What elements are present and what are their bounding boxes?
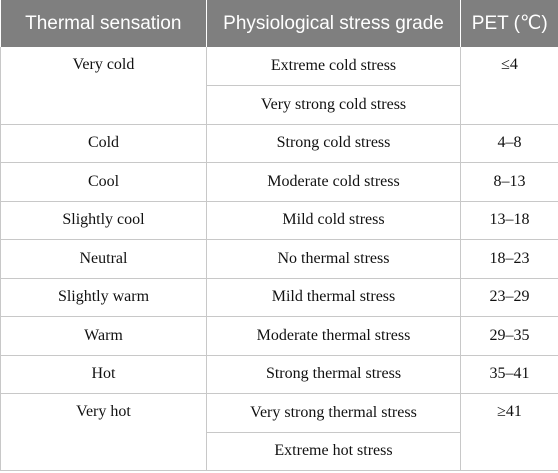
cell-thermal-sensation: Neutral	[0, 239, 207, 279]
table-row: Slightly cool Mild cold stress 13–18	[0, 201, 558, 240]
header-row: Thermal sensation Physiological stress g…	[0, 0, 558, 47]
cell-pet: 8–13	[460, 162, 558, 202]
cell-stress-grade: Extreme hot stress	[206, 432, 461, 471]
cell-stress-grade: Strong cold stress	[206, 124, 461, 163]
cell-thermal-sensation: Hot	[0, 355, 207, 394]
cell-stress-grade: Very strong cold stress	[206, 85, 461, 125]
cell-thermal-sensation: Warm	[0, 316, 207, 356]
cell-stress-grade: Mild thermal stress	[206, 278, 461, 317]
cell-pet: 35–41	[460, 355, 558, 394]
cell-pet: 29–35	[460, 316, 558, 356]
cell-thermal-sensation: Very cold	[0, 47, 207, 125]
cell-thermal-sensation: Slightly warm	[0, 278, 207, 317]
table-row: Slightly warm Mild thermal stress 23–29	[0, 278, 558, 317]
cell-pet: ≥41	[460, 393, 558, 471]
cell-stress-grade: Extreme cold stress	[206, 47, 461, 86]
cell-thermal-sensation: Very hot	[0, 393, 207, 471]
table-body: Very cold Extreme cold stress ≤4 Very stron…	[0, 47, 558, 471]
table-header: Thermal sensation Physiological stress g…	[0, 0, 558, 47]
cell-pet: 4–8	[460, 124, 558, 163]
cell-pet: 18–23	[460, 239, 558, 279]
cell-pet: 23–29	[460, 278, 558, 317]
table-row: Cool Moderate cold stress 8–13	[0, 162, 558, 202]
table-row: Cold Strong cold stress 4–8	[0, 124, 558, 163]
cell-stress-grade: Mild cold stress	[206, 201, 461, 240]
table-row: Hot Strong thermal stress 35–41	[0, 355, 558, 394]
cell-stress-grade: No thermal stress	[206, 239, 461, 279]
table-row: Neutral No thermal stress 18–23	[0, 239, 558, 279]
cell-stress-grade: Moderate cold stress	[206, 162, 461, 202]
header-thermal-sensation: Thermal sensation	[0, 0, 207, 47]
table-row: Very cold Extreme cold stress ≤4	[0, 47, 558, 125]
cell-stress-grade: Moderate thermal stress	[206, 316, 461, 356]
cell-pet: ≤4	[460, 47, 558, 125]
cell-thermal-sensation: Slightly cool	[0, 201, 207, 240]
table-row: Extreme hot stress	[1, 432, 558, 471]
cell-thermal-sensation: Cool	[0, 162, 207, 202]
table-row: Very strong cold stress	[1, 85, 558, 125]
cell-pet: 13–18	[460, 201, 558, 240]
cell-stress-grade: Very strong thermal stress	[206, 393, 461, 433]
cell-stress-grade: Strong thermal stress	[206, 355, 461, 394]
table-row: Very hot Very strong thermal stress ≥41	[0, 393, 558, 471]
cell-thermal-sensation: Cold	[0, 124, 207, 163]
header-stress-grade: Physiological stress grade	[206, 0, 461, 47]
table-row: Warm Moderate thermal stress 29–35	[0, 316, 558, 356]
header-pet: PET (℃)	[460, 0, 558, 47]
